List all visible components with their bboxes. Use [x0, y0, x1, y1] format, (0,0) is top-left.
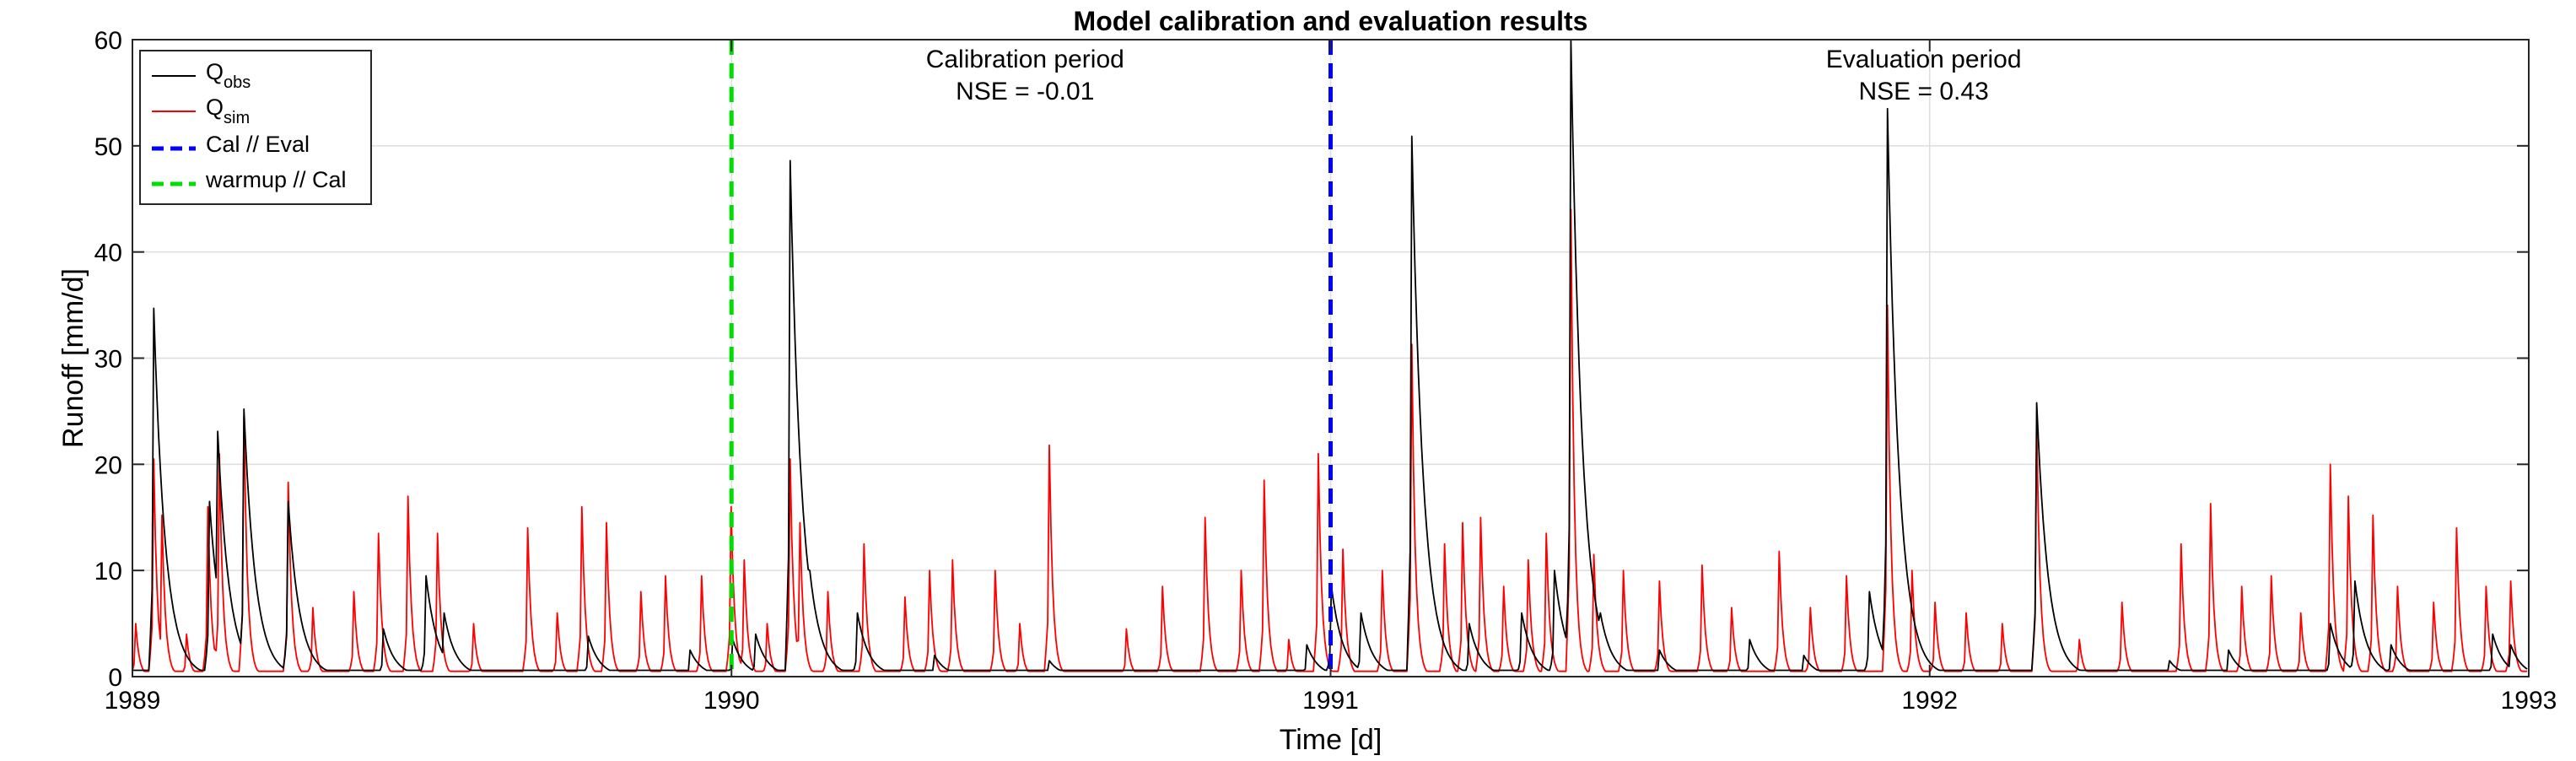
y-tick-label: 30: [94, 346, 122, 374]
legend-label: Qobs: [206, 59, 251, 92]
y-tick-label: 20: [94, 451, 122, 479]
x-axis-label: Time [d]: [1280, 724, 1382, 756]
period-divider-lines: [729, 40, 1333, 677]
legend-label: Qsim: [206, 94, 250, 127]
y-tick-label: 10: [94, 558, 122, 586]
y-tick-label: 40: [94, 240, 122, 267]
y-tick-label: 50: [94, 133, 122, 161]
chart-title: Model calibration and evaluation results: [1074, 6, 1588, 36]
annotation-nse-label: NSE = -0.01: [956, 78, 1094, 105]
annotation-nse-label: NSE = 0.43: [1859, 78, 1989, 105]
annotation-period-label: Calibration period: [926, 46, 1124, 73]
y-tick-label: 60: [94, 27, 122, 55]
y-tick-label: 0: [108, 664, 122, 692]
legend-label: warmup // Cal: [205, 167, 347, 192]
period-annotations: Calibration period NSE = -0.01 Evaluation …: [926, 46, 2022, 105]
x-tick-label: 1992: [1901, 687, 1958, 715]
x-tick-label: 1990: [703, 687, 760, 715]
legend-label: Cal // Eval: [206, 132, 310, 157]
x-tick-label: 1989: [105, 687, 161, 715]
annotation-period-label: Evaluation period: [1826, 46, 2022, 73]
x-tick-label: 1993: [2501, 687, 2557, 715]
x-tick-label: 1991: [1302, 687, 1359, 715]
y-axis-label: Runoff [mm/d]: [57, 268, 89, 448]
axis-ticks: 0 10 20 30 40 50 60 1989 1990 1991 1992 1993: [94, 27, 2557, 715]
